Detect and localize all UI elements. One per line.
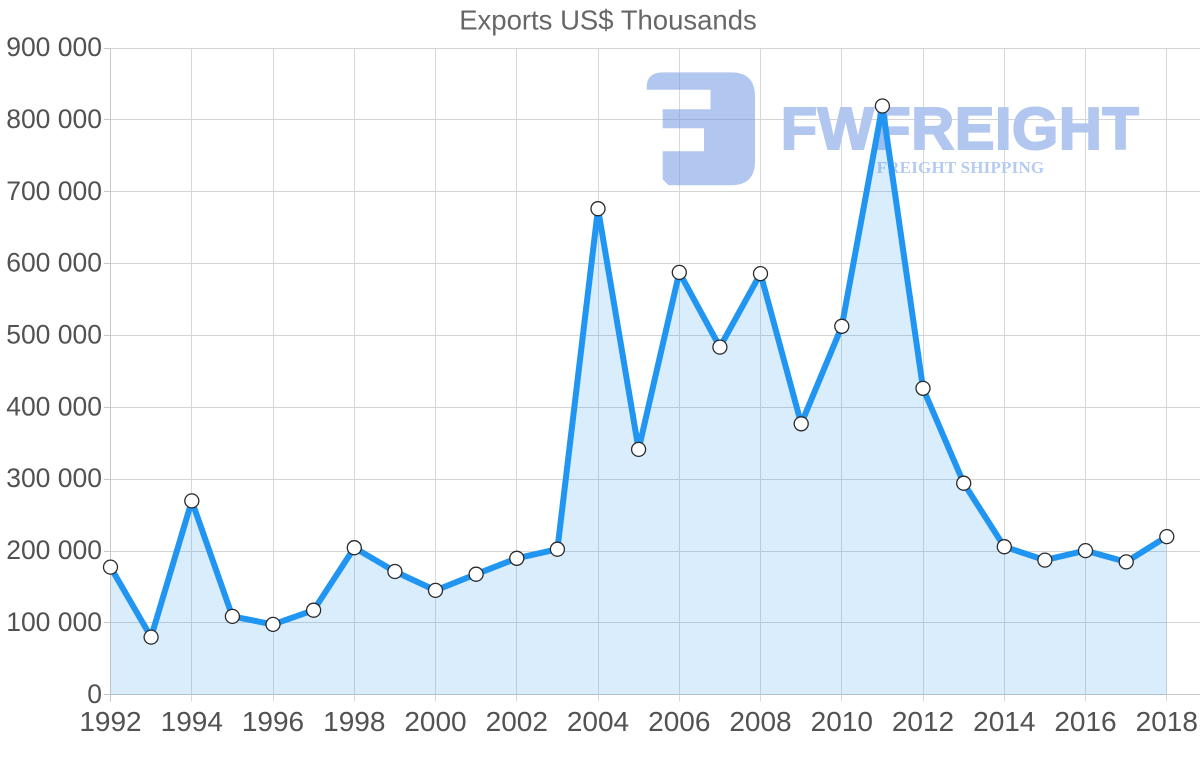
svg-text:900 000: 900 000 xyxy=(6,32,102,62)
svg-text:0: 0 xyxy=(87,679,102,709)
svg-text:1992: 1992 xyxy=(79,706,141,737)
svg-text:1998: 1998 xyxy=(323,706,385,737)
svg-text:2006: 2006 xyxy=(648,706,710,737)
svg-text:2010: 2010 xyxy=(811,706,873,737)
svg-text:2002: 2002 xyxy=(486,706,548,737)
svg-text:600 000: 600 000 xyxy=(6,248,102,278)
svg-text:800 000: 800 000 xyxy=(6,104,102,134)
svg-text:2000: 2000 xyxy=(404,706,466,737)
svg-text:100 000: 100 000 xyxy=(6,607,102,637)
svg-text:200 000: 200 000 xyxy=(6,535,102,565)
svg-text:2008: 2008 xyxy=(729,706,791,737)
svg-text:500 000: 500 000 xyxy=(6,320,102,350)
svg-text:2012: 2012 xyxy=(892,706,954,737)
svg-text:2014: 2014 xyxy=(973,706,1035,737)
svg-text:300 000: 300 000 xyxy=(6,463,102,493)
svg-text:700 000: 700 000 xyxy=(6,176,102,206)
svg-text:FWFREIGHT: FWFREIGHT xyxy=(781,95,1140,162)
svg-text:400 000: 400 000 xyxy=(6,391,102,421)
svg-text:2016: 2016 xyxy=(1054,706,1116,737)
svg-text:FREIGHT SHIPPING: FREIGHT SHIPPING xyxy=(877,158,1045,177)
svg-text:1994: 1994 xyxy=(161,706,223,737)
svg-text:Exports US$ Thousands: Exports US$ Thousands xyxy=(459,5,757,36)
svg-text:1996: 1996 xyxy=(242,706,304,737)
svg-text:2004: 2004 xyxy=(567,706,629,737)
svg-text:2018: 2018 xyxy=(1136,706,1198,737)
